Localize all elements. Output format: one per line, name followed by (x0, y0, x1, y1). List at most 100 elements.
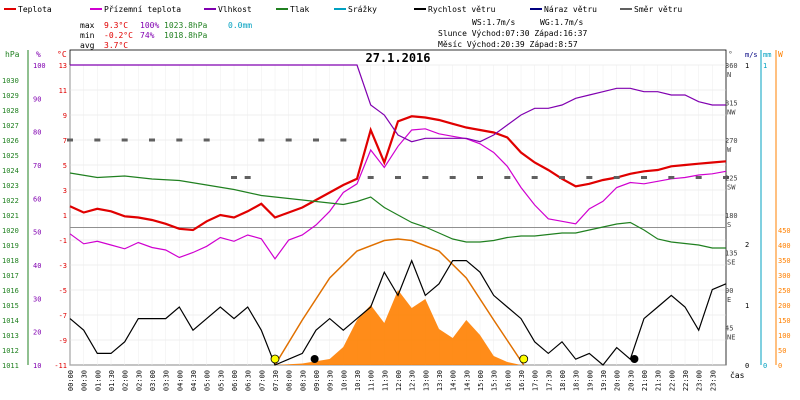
x-tick-label: 11:00 (368, 370, 376, 391)
wind-direction-point (121, 138, 128, 142)
hpa-tick-label: 1020 (2, 227, 19, 235)
w-tick-label: 350 (778, 257, 791, 265)
hpa-tick-label: 1013 (2, 332, 19, 340)
x-tick-label: 08:30 (299, 370, 307, 391)
legend-label: Rychlost větru (428, 5, 496, 14)
degc-tick-label: 13 (59, 62, 67, 70)
stats-max-temp: 9.3°C (104, 21, 128, 30)
x-tick-label: 23:00 (696, 370, 704, 391)
x-tick-label: 15:30 (491, 370, 499, 391)
wind-direction-point (723, 176, 729, 179)
chart-title: 27.1.2016 (365, 51, 430, 65)
hpa-tick-label: 1029 (2, 92, 19, 100)
hpa-tick-label: 1030 (2, 77, 19, 85)
hpa-tick-label: 1016 (2, 287, 19, 295)
solar-radiation-area (274, 238, 525, 366)
dir-tick-label: 360 (725, 62, 738, 70)
hpa-tick-label: 1027 (2, 122, 19, 130)
w-tick-label: 150 (778, 317, 791, 325)
stats-avg-label: avg (80, 41, 95, 50)
hpa-tick-label: 1026 (2, 137, 19, 145)
x-tick-label: 17:00 (532, 370, 540, 391)
x-tick-label: 23:30 (709, 370, 717, 391)
legend-label: Přízemní teplota (104, 5, 181, 14)
pct-tick-label: 10 (33, 362, 41, 370)
wind-direction-point (258, 138, 265, 142)
sun-moon-markers (270, 354, 639, 364)
stats-moon: Měsíc Východ:20:39 Západ:8:57 (438, 40, 578, 49)
stats-avg-temp: 3.7°C (104, 41, 128, 50)
hpa-tick-label: 1017 (2, 272, 19, 280)
x-tick-label: 04:30 (190, 370, 198, 391)
x-tick-label: 22:00 (668, 370, 676, 391)
stats-min-temp: -0.2°C (104, 31, 133, 40)
stats-min-hum: 74% (140, 31, 155, 40)
axes: hPa1030102910281027102610251024102310221… (2, 50, 791, 391)
x-tick-label: 06:00 (231, 370, 239, 391)
x-tick-label: 12:30 (409, 370, 417, 391)
hpa-tick-label: 1011 (2, 362, 19, 370)
x-tick-label: 19:00 (586, 370, 594, 391)
mm-tick-label: 0 (763, 362, 767, 370)
series-line-p-zemn-teplota (69, 128, 727, 260)
x-tick-label: 10:30 (354, 370, 362, 391)
x-axis-label: čas (730, 370, 745, 380)
w-unit: W (778, 50, 783, 59)
degc-tick-label: 5 (63, 162, 67, 170)
x-tick-label: 07:00 (258, 370, 266, 391)
wind-direction-point (313, 138, 319, 142)
wind-direction-point (285, 138, 292, 142)
wind-direction-point (613, 176, 620, 179)
x-tick-label: 09:30 (327, 370, 335, 391)
series-line-vlhkost (70, 64, 726, 143)
x-tick-label: 00:00 (67, 370, 75, 391)
x-tick-label: 21:00 (641, 370, 649, 391)
degc-tick-label: 7 (63, 137, 67, 145)
degc-tick-label: -7 (59, 312, 67, 320)
wind-direction-point (668, 176, 675, 179)
pct-tick-label: 50 (33, 229, 41, 237)
degc-tick-label: -3 (59, 262, 67, 270)
x-tick-label: 14:30 (463, 370, 471, 391)
dir-compass-label: NE (727, 334, 735, 342)
hpa-unit: hPa (5, 50, 20, 59)
ms-tick-label: 2 (745, 241, 749, 249)
wind-direction-point (340, 138, 347, 142)
x-tick-label: 05:30 (217, 370, 225, 391)
degc-tick-label: 9 (63, 112, 67, 120)
legend-label: Vlhkost (218, 5, 252, 14)
sunrise-marker (270, 354, 280, 364)
pct-tick-label: 30 (33, 295, 41, 303)
hpa-tick-label: 1018 (2, 257, 19, 265)
legend-label: Srážky (348, 5, 377, 14)
wind-direction-point (231, 176, 237, 179)
x-tick-label: 05:00 (204, 370, 212, 391)
stats-max-label: max (80, 21, 95, 30)
legend-label: Teplota (18, 5, 52, 14)
w-tick-label: 250 (778, 287, 791, 295)
stats-max-hum: 100% (140, 21, 159, 30)
wind-direction-point (94, 138, 101, 142)
dir-tick-label: 270 (725, 137, 738, 145)
dir-tick-label: 315 (725, 100, 738, 108)
x-tick-label: 18:00 (559, 370, 567, 391)
w-tick-label: 200 (778, 302, 791, 310)
legend-label: Náraz větru (544, 5, 597, 14)
dir-tick-label: 225 (725, 175, 738, 183)
x-tick-label: 08:00 (286, 370, 294, 391)
degc-unit: °C (57, 50, 67, 59)
ms-unit: m/s (745, 51, 758, 59)
stats-sun: Slunce Východ:07:30 Západ:16:37 (438, 29, 587, 38)
x-tick-label: 07:30 (272, 370, 280, 391)
w-tick-label: 400 (778, 242, 791, 250)
pct-tick-label: 100 (33, 62, 46, 70)
stats-wg: WG:1.7m/s (540, 18, 584, 27)
wind-direction-point (395, 176, 401, 179)
x-tick-label: 11:30 (381, 370, 389, 391)
legend-label: Směr větru (634, 5, 682, 14)
degc-tick-label: -11 (54, 362, 67, 370)
wind-direction-point (367, 176, 374, 179)
x-tick-label: 16:00 (504, 370, 512, 391)
dir-compass-label: N (727, 71, 731, 79)
